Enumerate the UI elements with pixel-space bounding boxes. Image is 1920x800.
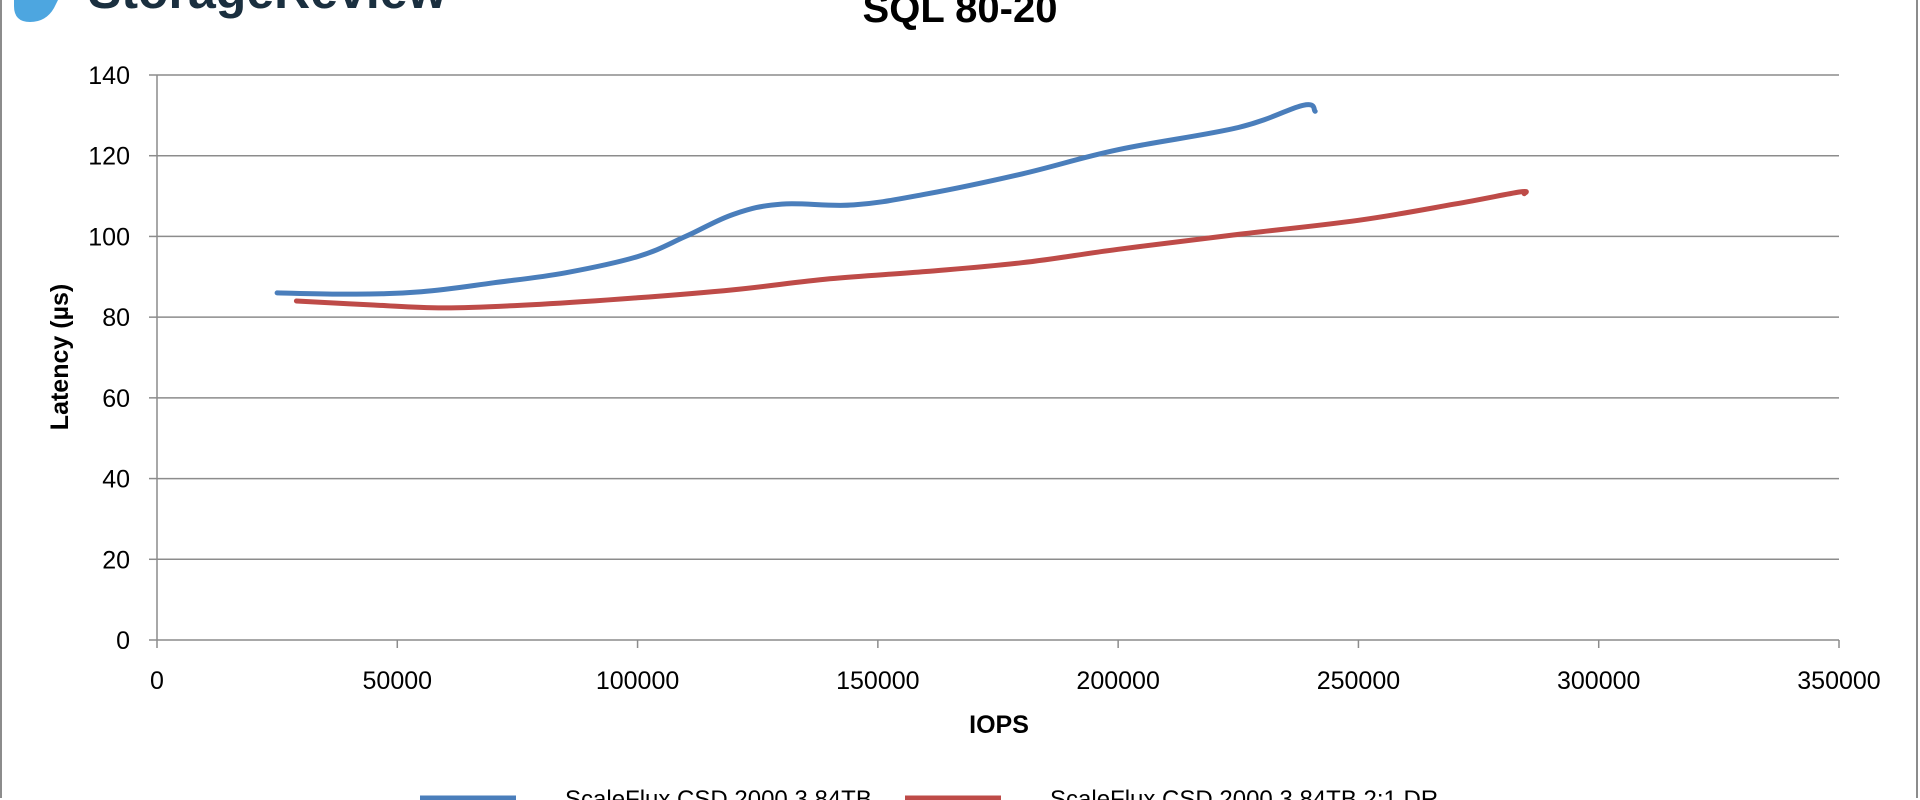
y-tick-label: 20 <box>102 546 130 574</box>
x-tick-label: 350000 <box>1797 667 1880 695</box>
legend-label-1: ScaleFlux CSD 2000 3.84TB <box>565 786 872 800</box>
x-tick-label: 300000 <box>1557 667 1640 695</box>
legend-label-2: ScaleFlux CSD 2000 3.84TB 2:1 DR <box>1050 786 1438 800</box>
x-tick-label: 250000 <box>1317 667 1400 695</box>
y-tick-label: 80 <box>102 304 130 332</box>
series-line-2 <box>293 188 1529 311</box>
y-tick-label: 140 <box>88 62 130 90</box>
y-tick-label: 0 <box>116 627 130 655</box>
chart-title: SQL 80-20 <box>863 0 1058 31</box>
y-tick-label: 60 <box>102 385 130 413</box>
y-tick-label: 120 <box>88 143 130 171</box>
gridlines <box>149 74 1839 641</box>
logo-text: StorageReview <box>88 0 447 19</box>
y-axis-tick-labels: 0 20 40 60 80 100 120 140 <box>88 62 130 655</box>
x-tick-label: 50000 <box>363 667 433 695</box>
legend: ScaleFlux CSD 2000 3.84TB ScaleFlux CSD 2… <box>420 786 1438 800</box>
storagereview-logo: StorageReview <box>14 0 447 22</box>
x-tick-label: 100000 <box>596 667 679 695</box>
x-tick-label: 200000 <box>1076 667 1159 695</box>
x-axis-tick-labels: 0 50000 100000 150000 200000 250000 300000 3500… <box>150 667 1881 695</box>
x-tick-label: 0 <box>150 667 164 695</box>
y-tick-label: 40 <box>102 466 130 494</box>
data-series <box>274 102 1529 311</box>
y-axis-title: Latency (µs) <box>46 284 74 430</box>
axes <box>156 75 1840 648</box>
x-tick-label: 150000 <box>836 667 919 695</box>
x-axis-title: IOPS <box>969 711 1029 739</box>
series-line-1 <box>274 102 1318 297</box>
y-tick-label: 100 <box>88 223 130 251</box>
storagereview-logo-icon <box>14 0 58 22</box>
